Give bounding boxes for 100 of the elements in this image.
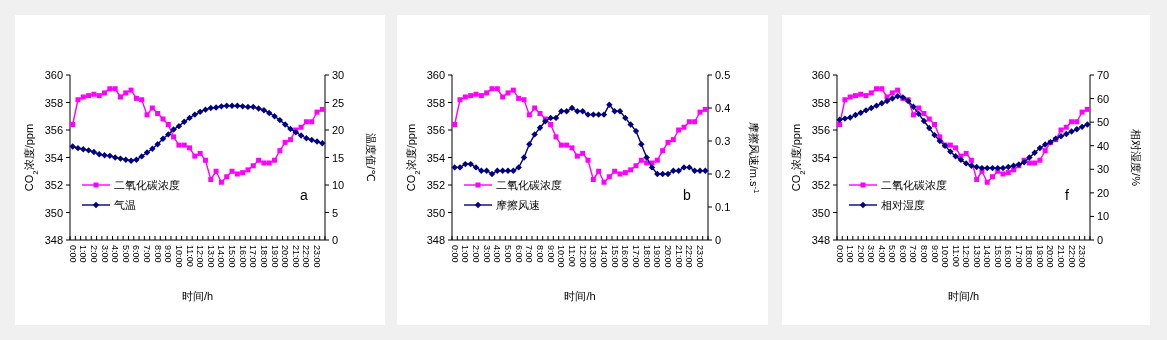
x-axis-title: 时间/h [947, 290, 980, 302]
x-tick-label: 12:00 [577, 245, 588, 268]
y2-tick-label: 20 [1097, 186, 1110, 199]
legend-label: 二氧化碳浓度 [496, 179, 562, 191]
x-tick-label: 15:00 [227, 245, 238, 268]
y-tick-label: 354 [426, 151, 445, 164]
y-tick-label: 358 [811, 96, 830, 109]
x-tick-label: 16:00 [620, 245, 631, 268]
x-tick-label: 12:00 [961, 245, 972, 268]
x-tick-label: 21:00 [673, 245, 684, 268]
legend-label: 二氧化碳浓度 [114, 179, 180, 191]
x-tick-label: 17:00 [248, 245, 259, 268]
y-tick-label: 354 [44, 151, 63, 164]
y-tick-label: 358 [44, 96, 63, 109]
y-tick-label: 348 [426, 234, 445, 246]
y2-tick-label: 20 [332, 124, 345, 136]
x-tick-label: 23:00 [695, 245, 705, 268]
x-tick-label: 7:00 [908, 245, 919, 263]
x-tick-label: 2:00 [855, 245, 866, 263]
x-tick-label: 1:00 [460, 245, 471, 263]
x-tick-label: 0:00 [449, 245, 460, 263]
y-tick-label: 354 [811, 151, 830, 164]
y2-tick-label: 0.2 [715, 168, 731, 180]
x-tick-label: 1:00 [78, 245, 89, 263]
x-tick-label: 18:00 [641, 245, 652, 268]
y2-tick-label: 30 [332, 69, 345, 81]
x-tick-label: 0:00 [67, 245, 78, 263]
x-tick-label: 10:00 [173, 245, 184, 268]
x-tick-label: 21:00 [1056, 245, 1067, 268]
x-tick-label: 6:00 [897, 245, 908, 263]
x-tick-label: 20:00 [663, 245, 673, 268]
x-tick-label: 17:00 [1013, 245, 1024, 268]
y2-tick-label: 15 [332, 151, 345, 164]
x-tick-label: 4:00 [876, 245, 887, 263]
x-tick-label: 5:00 [120, 245, 131, 263]
x-tick-label: 10:00 [940, 245, 951, 268]
x-axis-title: 时间/h [181, 290, 214, 302]
annotation: a [300, 187, 308, 203]
x-tick-label: 5:00 [503, 245, 513, 263]
x-tick-label: 15:00 [992, 245, 1003, 268]
x-tick-label: 13:00 [588, 245, 599, 268]
y-tick-label: 358 [426, 96, 445, 109]
x-tick-label: 23:00 [312, 245, 323, 268]
x-axis-title: 时间/h [564, 290, 596, 302]
y-tick-label: 348 [811, 234, 830, 246]
x-tick-label: 3:00 [481, 245, 492, 263]
x-tick-label: 16:00 [237, 245, 248, 268]
y2-tick-label: 60 [1097, 92, 1110, 105]
y2-tick-label: 0 [715, 234, 722, 246]
x-tick-label: 8:00 [918, 245, 929, 263]
legend-label: 气温 [114, 199, 136, 211]
y2-axis-title: 温度值/℃ [365, 133, 377, 182]
y2-tick-label: 70 [1097, 69, 1110, 81]
y2-tick-label: 0.5 [715, 69, 731, 81]
y-tick-label: 350 [426, 206, 445, 219]
x-tick-label: 16:00 [1003, 245, 1014, 268]
y-tick-label: 352 [811, 179, 830, 191]
y2-tick-label: 0.4 [715, 102, 731, 114]
y2-tick-label: 0 [332, 234, 339, 246]
x-tick-label: 8:00 [535, 245, 545, 263]
x-tick-label: 13:00 [205, 245, 216, 268]
x-tick-label: 8:00 [152, 245, 163, 263]
y-tick-label: 356 [811, 124, 830, 136]
y-tick-label: 352 [44, 179, 63, 191]
x-tick-label: 3:00 [866, 245, 877, 263]
y-tick-label: 360 [44, 69, 63, 81]
x-tick-label: 0:00 [834, 245, 845, 263]
y2-tick-label: 50 [1097, 116, 1110, 129]
x-tick-label: 10:00 [556, 245, 567, 268]
x-tick-label: 21:00 [290, 245, 301, 268]
x-tick-label: 4:00 [492, 245, 503, 263]
y-tick-label: 352 [426, 179, 445, 191]
x-tick-label: 18:00 [1024, 245, 1035, 268]
x-tick-label: 18:00 [258, 245, 269, 268]
x-tick-label: 11:00 [950, 245, 961, 267]
y2-tick-label: 30 [1097, 163, 1110, 176]
x-tick-label: 19:00 [269, 245, 280, 268]
y2-axis-title: 相对湿度/% [1130, 129, 1142, 187]
x-tick-label: 7:00 [524, 245, 535, 263]
x-tick-label: 12:00 [195, 245, 206, 268]
y2-tick-label: 0.1 [715, 201, 731, 213]
x-tick-label: 1:00 [845, 245, 856, 263]
x-tick-label: 2:00 [88, 245, 99, 263]
y-tick-label: 348 [44, 234, 63, 246]
y-tick-label: 356 [426, 124, 445, 136]
x-tick-label: 14:00 [216, 245, 227, 268]
x-tick-label: 23:00 [1077, 245, 1088, 268]
x-tick-label: 11:00 [184, 245, 195, 267]
x-tick-label: 3:00 [99, 245, 110, 263]
x-tick-label: 5:00 [887, 245, 898, 263]
x-tick-label: 6:00 [513, 245, 524, 263]
annotation: f [1065, 187, 1069, 203]
x-tick-label: 22:00 [684, 245, 695, 268]
x-tick-label: 14:00 [982, 245, 993, 268]
x-tick-label: 22:00 [301, 245, 312, 268]
y-tick-label: 356 [44, 124, 63, 136]
x-tick-label: 15:00 [609, 245, 620, 268]
x-tick-label: 13:00 [971, 245, 982, 268]
x-tick-label: 19:00 [652, 245, 663, 268]
x-tick-label: 19:00 [1034, 245, 1045, 268]
